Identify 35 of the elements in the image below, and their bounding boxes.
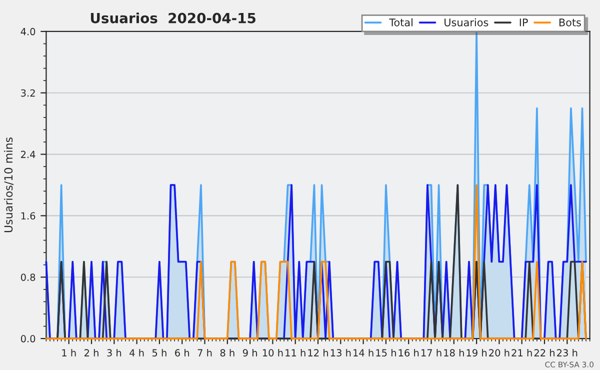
x-tick-label: 19 h	[466, 348, 487, 356]
x-tick-label: 6 h	[175, 348, 189, 356]
y-tick-label: 3.2	[21, 89, 35, 97]
x-tick-label: 17 h	[422, 348, 442, 356]
y-tick-label: 0.0	[20, 335, 36, 342]
y-tick-label: 1.6	[21, 212, 36, 220]
x-tick-label: 22 h	[534, 348, 554, 356]
y-tick-label: 2.4	[21, 150, 36, 158]
x-tick-label: 14 h	[354, 348, 374, 356]
legend-label: Bots	[559, 18, 581, 26]
x-tick-label: 18 h	[444, 348, 464, 356]
legend-label: IP	[520, 18, 528, 26]
x-tick-label: 11 h	[286, 348, 306, 356]
x-tick-label: 23 h	[557, 348, 578, 356]
x-tick-label: 21 h	[512, 348, 532, 356]
legend-label: Total	[389, 18, 412, 26]
x-tick-label: 2 h	[84, 348, 98, 356]
chart-title: Usuarios 2020-04-15	[90, 12, 256, 24]
x-tick-label: 8 h	[220, 348, 234, 356]
x-tick-label: 12 h	[308, 348, 328, 356]
x-tick-label: 3 h	[107, 348, 122, 356]
x-tick-label: 1 h	[62, 348, 76, 356]
x-tick-label: 4 h	[130, 348, 144, 356]
x-tick-label: 13 h	[330, 348, 351, 356]
x-tick-label: 20 h	[489, 348, 510, 356]
legend-label: Usuarios	[444, 18, 488, 26]
y-tick-label: 4.0	[20, 28, 36, 36]
x-tick-label: 9 h	[242, 348, 257, 356]
x-tick-label: 5 h	[152, 348, 166, 356]
x-tick-label: 15 h	[376, 348, 396, 356]
x-tick-label: 10 h	[262, 348, 283, 356]
x-tick-label: 16 h	[398, 348, 419, 356]
x-tick-label: 7 h	[198, 348, 212, 356]
y-axis-title: Usuarios/10 mins	[4, 137, 14, 232]
y-tick-label: 0.8	[20, 274, 36, 281]
